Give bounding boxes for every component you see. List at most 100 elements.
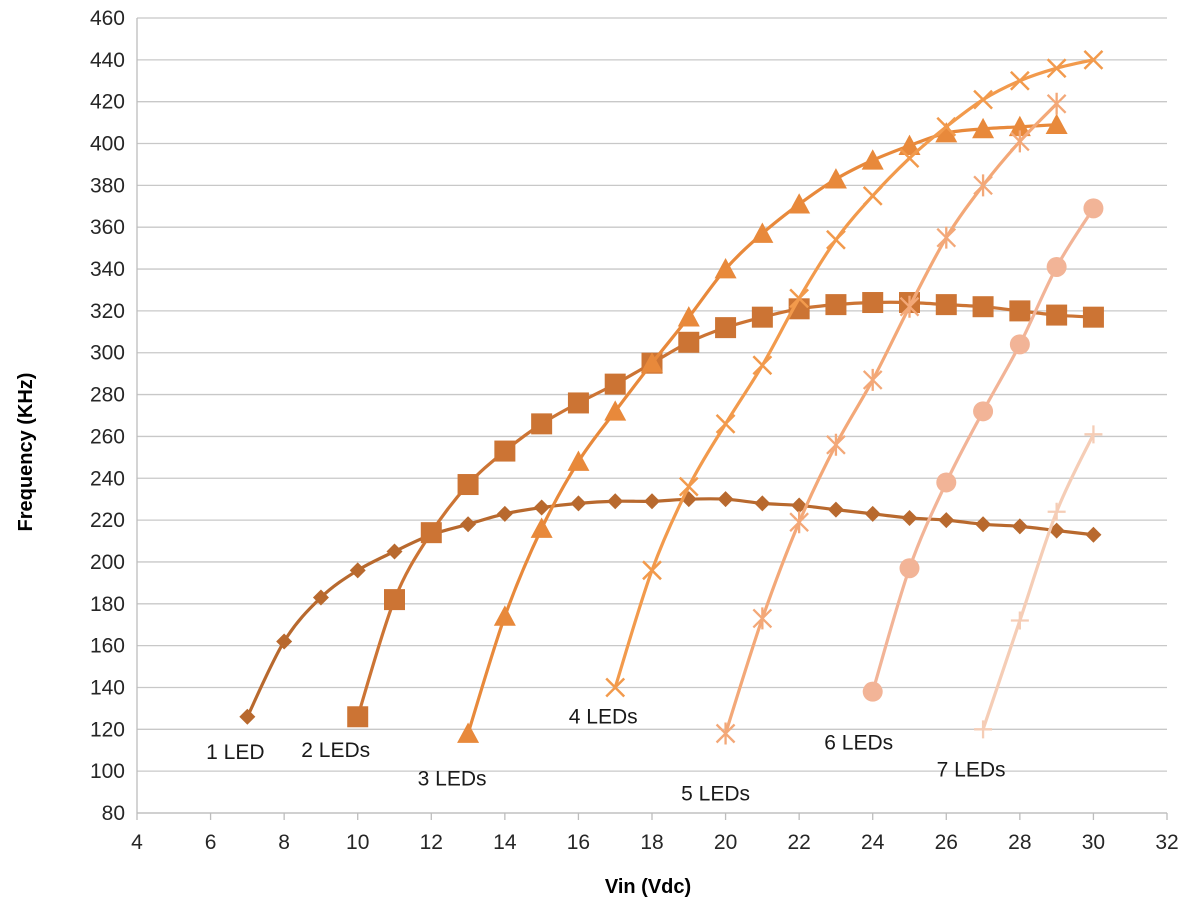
- series-label: 1 LED: [206, 741, 264, 764]
- data-point: [1008, 115, 1031, 137]
- x-tick-label: 6: [205, 831, 217, 854]
- series-7: [974, 425, 1103, 739]
- series-3: [457, 113, 1068, 743]
- y-tick-label: 460: [90, 7, 125, 30]
- x-tick-label: 8: [278, 831, 290, 854]
- series-labels: 1 LED 2 LEDs 3 LEDs 4 LEDs 5 LEDs 6 LEDs 7 LED…: [206, 705, 1005, 805]
- data-point: [276, 633, 293, 650]
- x-tick-label: 32: [1155, 831, 1178, 854]
- data-point: [678, 476, 699, 497]
- data-point: [862, 681, 883, 702]
- data-point: [751, 222, 774, 243]
- y-tick-label: 380: [90, 174, 125, 197]
- series-line: [981, 433, 1095, 730]
- data-point: [1011, 518, 1028, 535]
- data-point: [789, 511, 809, 534]
- series-5: [715, 92, 1067, 745]
- data-point: [567, 450, 590, 471]
- series-4: [605, 49, 1104, 698]
- gridlines: [137, 17, 1167, 814]
- data-point: [936, 472, 957, 493]
- y-tick-label: 280: [90, 384, 125, 407]
- data-point: [826, 433, 846, 456]
- data-point: [457, 474, 479, 496]
- data-point: [386, 543, 403, 560]
- series-line: [466, 123, 1057, 734]
- data-point: [1045, 113, 1068, 135]
- data-point: [826, 229, 846, 250]
- data-point: [420, 522, 442, 544]
- data-point: [604, 373, 626, 395]
- series-line: [724, 102, 1058, 734]
- data-point: [824, 168, 847, 189]
- data-point: [460, 516, 477, 533]
- x-tick-label: 20: [714, 831, 737, 854]
- data-point: [677, 306, 700, 327]
- data-point: [605, 677, 626, 698]
- data-point: [1085, 526, 1102, 543]
- data-point: [752, 355, 773, 376]
- data-point: [570, 495, 587, 512]
- data-point: [531, 413, 553, 435]
- data-point: [715, 722, 736, 745]
- data-point: [714, 258, 737, 279]
- y-tick-label: 260: [90, 425, 125, 448]
- data-point: [789, 288, 810, 309]
- data-point: [752, 607, 773, 630]
- data-point: [717, 491, 734, 508]
- data-point: [1046, 92, 1067, 115]
- x-tick-label: 10: [346, 831, 369, 854]
- data-point: [974, 720, 993, 739]
- series-2: [347, 292, 1104, 728]
- y-tick-label: 200: [90, 551, 125, 574]
- x-tick-label: 26: [935, 831, 958, 854]
- data-point: [494, 440, 516, 462]
- series-line: [356, 300, 1094, 718]
- data-point: [1046, 304, 1068, 326]
- data-point: [936, 116, 957, 137]
- data-point: [457, 722, 480, 743]
- data-point: [901, 510, 918, 527]
- x-axis-title: Vin (Vdc): [605, 876, 691, 898]
- axes: [136, 18, 1168, 820]
- data-point: [788, 193, 811, 214]
- y-tick-label: 240: [90, 467, 125, 490]
- data-point: [973, 89, 993, 110]
- y-tick-label: 300: [90, 342, 125, 365]
- data-point: [864, 505, 881, 522]
- data-point: [1010, 130, 1030, 153]
- data-point: [862, 292, 884, 314]
- data-point: [862, 368, 883, 391]
- data-point: [644, 493, 660, 510]
- data-point: [384, 589, 405, 611]
- y-tick-label: 400: [90, 133, 125, 156]
- y-tick-label: 320: [90, 300, 125, 323]
- x-tick-label: 30: [1082, 831, 1105, 854]
- data-point: [1047, 502, 1066, 521]
- data-point: [1009, 300, 1031, 322]
- data-point: [715, 413, 736, 434]
- x-tick-label: 22: [787, 831, 810, 854]
- data-point: [973, 174, 993, 197]
- data-point: [861, 149, 884, 170]
- data-point: [935, 294, 957, 316]
- data-point: [347, 706, 369, 728]
- data-point: [825, 294, 847, 316]
- data-point: [972, 296, 994, 318]
- tick-labels: 80 100 120 140 160 180 200 220 240 260 280 300 320 34…: [90, 7, 1179, 854]
- x-tick-label: 16: [567, 831, 590, 854]
- y-tick-label: 220: [90, 509, 125, 532]
- data-point: [1082, 306, 1104, 328]
- y-tick-label: 160: [90, 635, 125, 658]
- data-point: [312, 589, 329, 606]
- data-point: [862, 185, 883, 206]
- data-point: [715, 317, 737, 339]
- data-point: [935, 122, 958, 143]
- series-line: [871, 207, 1095, 693]
- data-point: [641, 352, 663, 373]
- data-point: [898, 134, 921, 155]
- y-tick-label: 80: [102, 802, 125, 825]
- y-axis-title: Frequency (KHz): [15, 373, 37, 532]
- x-tick-label: 4: [131, 831, 143, 854]
